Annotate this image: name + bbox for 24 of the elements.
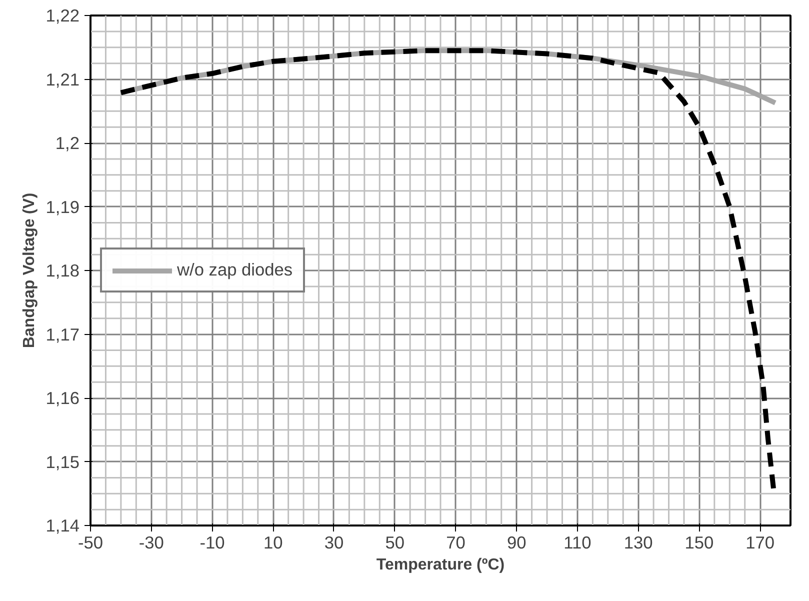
x-tick-label: -50	[78, 532, 104, 552]
x-tick-label: 170	[746, 532, 775, 552]
y-tick-label: 1,15	[46, 452, 80, 472]
y-tick-label: 1,2	[55, 133, 80, 153]
y-axis-title: Bandgap Voltage (V)	[20, 192, 38, 348]
x-tick-label: 30	[324, 532, 344, 552]
y-tick-label: 1,14	[46, 516, 80, 536]
y-tick-label: 1,16	[46, 388, 80, 408]
x-tick-label: -30	[138, 532, 164, 552]
y-tick-label: 1,18	[46, 260, 80, 280]
legend-label: w/o zap diodes	[177, 260, 293, 280]
x-tick-label: 130	[624, 532, 653, 552]
x-tick-label: 10	[263, 532, 283, 552]
x-tick-label: 110	[564, 532, 592, 552]
y-tick-label: 1,17	[46, 324, 80, 344]
x-tick-label: 70	[446, 532, 466, 552]
y-tick-label: 1,19	[46, 196, 80, 217]
x-axis-title: Temperature (ºC)	[376, 556, 505, 574]
y-tick-label: 1,22	[46, 6, 80, 26]
x-tick-label: 90	[506, 532, 526, 552]
x-tick-label: 150	[684, 532, 714, 552]
x-tick-label: -10	[200, 532, 225, 552]
x-tick-label: 50	[385, 532, 404, 552]
y-tick-label: 1,21	[46, 69, 80, 90]
